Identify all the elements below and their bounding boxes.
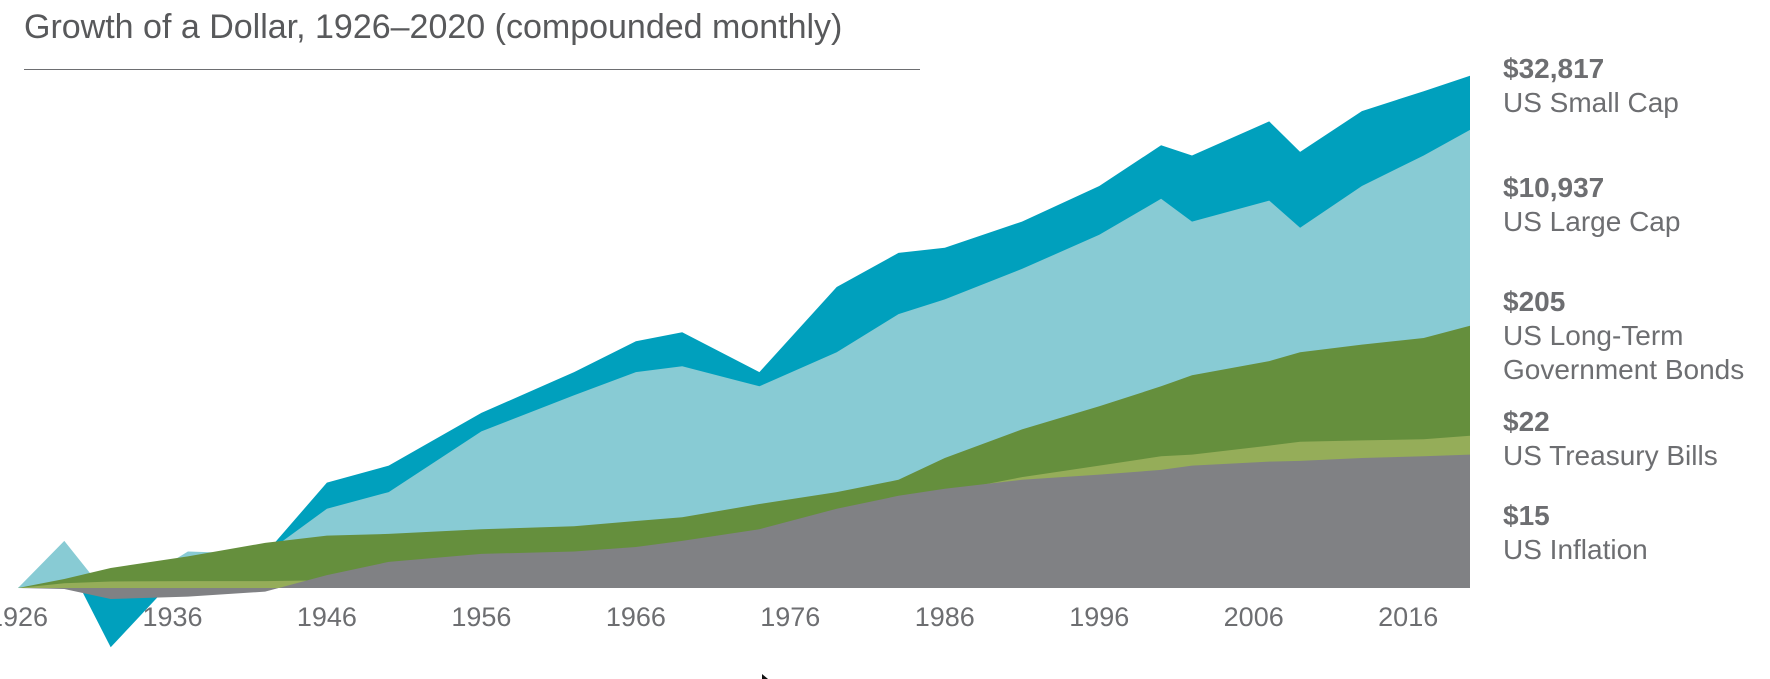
legend-value-treasury-bills: $22 xyxy=(1503,406,1550,437)
legend-name-inflation: US Inflation xyxy=(1503,534,1648,565)
legend-item-long-term-bonds: $205 US Long-Term Government Bonds xyxy=(1503,285,1744,387)
legend-item-inflation: $15 US Inflation xyxy=(1503,499,1648,567)
x-tick-1946: 1946 xyxy=(297,602,357,632)
legend-name-treasury-bills: US Treasury Bills xyxy=(1503,440,1718,471)
x-tick-1936: 1936 xyxy=(142,602,202,632)
legend-name-long-term-bonds-line1: US Long-Term xyxy=(1503,320,1684,351)
legend-value-inflation: $15 xyxy=(1503,500,1550,531)
chart-areas xyxy=(18,75,1470,648)
x-tick-2006: 2006 xyxy=(1224,602,1284,632)
legend-name-large-cap: US Large Cap xyxy=(1503,206,1681,237)
legend-value-small-cap: $32,817 xyxy=(1503,53,1605,84)
x-axis-ticks: 1926 1936 1946 1956 1966 1976 1986 1996 2006 2016 xyxy=(0,602,1438,632)
area-us-inflation xyxy=(18,454,1470,599)
x-tick-1956: 1956 xyxy=(451,602,511,632)
x-tick-2016: 2016 xyxy=(1378,602,1438,632)
x-tick-1996: 1996 xyxy=(1069,602,1129,632)
legend-value-large-cap: $10,937 xyxy=(1503,172,1605,203)
legend-name-small-cap: US Small Cap xyxy=(1503,87,1679,118)
x-tick-1966: 1966 xyxy=(606,602,666,632)
legend-value-long-term-bonds: $205 xyxy=(1503,286,1566,317)
mouse-cursor-icon xyxy=(762,674,768,679)
legend-item-small-cap: $32,817 US Small Cap xyxy=(1503,52,1679,120)
title-divider xyxy=(24,69,920,70)
chart-title: Growth of a Dollar, 1926–2020 (compounde… xyxy=(24,8,843,46)
legend-name-long-term-bonds-line2: Government Bonds xyxy=(1503,354,1745,385)
x-tick-1926: 1926 xyxy=(0,602,48,632)
legend-item-large-cap: $10,937 US Large Cap xyxy=(1503,171,1680,239)
x-tick-1976: 1976 xyxy=(760,602,820,632)
legend-item-treasury-bills: $22 US Treasury Bills xyxy=(1503,405,1718,473)
x-tick-1986: 1986 xyxy=(915,602,975,632)
